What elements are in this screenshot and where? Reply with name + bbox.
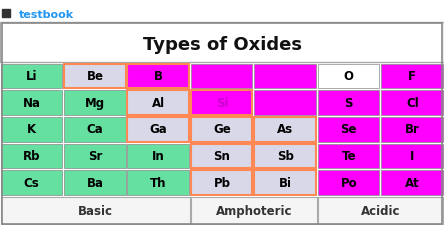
Text: N: N xyxy=(281,70,290,83)
Bar xyxy=(127,91,189,116)
Bar xyxy=(0,117,62,142)
Text: Se: Se xyxy=(341,123,357,136)
Text: Na: Na xyxy=(23,96,41,109)
Bar xyxy=(64,64,126,89)
Bar xyxy=(318,171,379,195)
Text: Ba: Ba xyxy=(87,176,103,189)
Text: S: S xyxy=(345,96,353,109)
Text: F: F xyxy=(408,70,416,83)
Bar xyxy=(191,171,253,195)
Bar xyxy=(0,197,190,224)
Bar xyxy=(127,144,189,169)
Text: Li: Li xyxy=(26,70,37,83)
Text: B: B xyxy=(154,70,163,83)
Text: Be: Be xyxy=(87,70,103,83)
Bar xyxy=(64,144,126,169)
Text: Sb: Sb xyxy=(277,149,294,162)
Bar xyxy=(64,64,126,89)
Bar xyxy=(0,64,62,89)
Text: Te: Te xyxy=(341,149,356,162)
Text: K: K xyxy=(27,123,36,136)
Text: I: I xyxy=(410,149,414,162)
Bar xyxy=(381,171,443,195)
Bar xyxy=(381,91,443,116)
Bar xyxy=(318,197,444,224)
Text: Amphoteric: Amphoteric xyxy=(215,204,292,217)
Text: P: P xyxy=(281,96,290,109)
Bar xyxy=(127,171,189,195)
Text: Po: Po xyxy=(341,176,357,189)
Bar xyxy=(64,171,126,195)
Text: Th: Th xyxy=(151,176,167,189)
Bar xyxy=(254,144,316,169)
Text: Al: Al xyxy=(152,96,165,109)
Bar xyxy=(381,117,443,142)
Bar xyxy=(254,171,316,195)
Bar xyxy=(191,64,253,89)
Bar xyxy=(318,144,379,169)
Text: Sn: Sn xyxy=(214,149,230,162)
Bar xyxy=(127,91,189,116)
Bar xyxy=(254,171,316,195)
Bar xyxy=(191,117,253,142)
Bar xyxy=(191,144,253,169)
Text: Types of Oxides: Types of Oxides xyxy=(143,36,301,54)
Text: As: As xyxy=(278,123,293,136)
Bar xyxy=(0,91,62,116)
Bar xyxy=(127,64,189,89)
Text: O: O xyxy=(344,70,354,83)
Bar xyxy=(127,64,189,89)
Text: Si: Si xyxy=(216,96,228,109)
Bar xyxy=(127,117,189,142)
Text: Acidic: Acidic xyxy=(361,204,400,217)
Bar xyxy=(191,91,253,116)
Bar xyxy=(254,117,316,142)
Bar xyxy=(191,171,253,195)
Text: Bi: Bi xyxy=(279,176,292,189)
Bar xyxy=(254,91,316,116)
Text: Basic: Basic xyxy=(78,204,113,217)
Bar xyxy=(0,171,62,195)
Text: At: At xyxy=(405,176,420,189)
Text: Sr: Sr xyxy=(88,149,102,162)
Bar xyxy=(318,117,379,142)
Bar xyxy=(318,91,379,116)
Text: Mg: Mg xyxy=(85,96,105,109)
Text: Ca: Ca xyxy=(87,123,103,136)
Bar xyxy=(64,117,126,142)
Bar xyxy=(191,144,253,169)
Text: Pb: Pb xyxy=(214,176,230,189)
Text: Rb: Rb xyxy=(23,149,40,162)
Bar xyxy=(318,64,379,89)
Bar xyxy=(381,64,443,89)
Text: Cs: Cs xyxy=(24,176,40,189)
Bar xyxy=(127,117,189,142)
Bar xyxy=(191,91,253,116)
Text: C: C xyxy=(218,70,226,83)
Text: Ge: Ge xyxy=(213,123,231,136)
Bar xyxy=(64,91,126,116)
Bar xyxy=(254,144,316,169)
Text: Ga: Ga xyxy=(150,123,167,136)
Bar xyxy=(381,144,443,169)
Bar xyxy=(191,197,317,224)
Bar xyxy=(254,64,316,89)
Text: testbook: testbook xyxy=(19,10,74,20)
Bar xyxy=(254,117,316,142)
Text: In: In xyxy=(152,149,165,162)
Text: Cl: Cl xyxy=(406,96,419,109)
Bar xyxy=(191,117,253,142)
Bar xyxy=(0,144,62,169)
Text: Br: Br xyxy=(405,123,420,136)
